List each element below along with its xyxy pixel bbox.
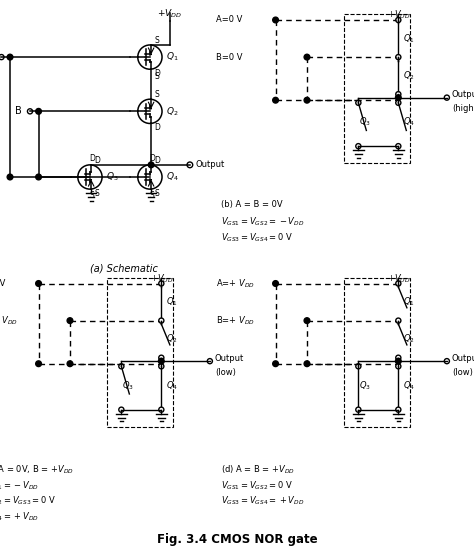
Text: Output: Output [452, 90, 474, 99]
Circle shape [273, 17, 278, 23]
Text: $V_{GS3} = V_{GS4} = 0$ V: $V_{GS3} = V_{GS4} = 0$ V [221, 231, 293, 244]
Text: S: S [154, 90, 159, 99]
Text: $Q_2$: $Q_2$ [166, 333, 178, 345]
Text: D: D [154, 156, 160, 165]
Text: A=0 V: A=0 V [0, 279, 5, 288]
Circle shape [158, 358, 164, 364]
Text: (low): (low) [452, 367, 473, 377]
Text: (d) A = B = $+V_{DD}$: (d) A = B = $+V_{DD}$ [221, 463, 295, 476]
Circle shape [36, 109, 41, 114]
Text: B=0 V: B=0 V [216, 53, 242, 61]
Bar [344, 14, 410, 163]
Text: $+V_{DD}$: $+V_{DD}$ [150, 272, 173, 284]
Circle shape [304, 97, 310, 103]
Text: A=0 V: A=0 V [216, 15, 242, 25]
Circle shape [395, 95, 401, 100]
Text: Output: Output [452, 354, 474, 363]
Text: $Q_4$: $Q_4$ [403, 379, 416, 391]
Text: A=+ $V_{DD}$: A=+ $V_{DD}$ [216, 277, 255, 290]
Circle shape [304, 318, 310, 323]
Text: (c) A = 0V, B = $+V_{DD}$: (c) A = 0V, B = $+V_{DD}$ [0, 463, 74, 476]
Text: (a) Schematic: (a) Schematic [90, 263, 158, 273]
Text: $+V_{DD}$: $+V_{DD}$ [387, 9, 410, 21]
Text: $V_{GS2} = V_{GS3} = 0$ V: $V_{GS2} = V_{GS3} = 0$ V [0, 495, 56, 507]
Bar [344, 278, 410, 427]
Text: Output: Output [215, 354, 244, 363]
Text: $Q_4$: $Q_4$ [166, 379, 179, 391]
Circle shape [148, 162, 154, 168]
Text: B=+ $V_{DD}$: B=+ $V_{DD}$ [0, 315, 18, 327]
Text: S: S [154, 189, 159, 198]
Circle shape [7, 54, 13, 60]
Text: (low): (low) [215, 367, 236, 377]
Text: $V_{GS1} = V_{GS2} = -V_{DD}$: $V_{GS1} = V_{GS2} = -V_{DD}$ [221, 216, 305, 228]
Text: $Q_3$: $Q_3$ [122, 379, 134, 391]
Text: $Q_1$: $Q_1$ [166, 51, 178, 63]
Text: $Q_1$: $Q_1$ [403, 296, 415, 309]
Text: $+V_{DD}$: $+V_{DD}$ [387, 272, 410, 284]
Text: $+V_{DD}$: $+V_{DD}$ [157, 7, 182, 20]
Circle shape [273, 281, 278, 287]
Text: $Q_1$: $Q_1$ [403, 32, 415, 45]
Text: $Q_2$: $Q_2$ [403, 69, 415, 82]
Text: S: S [155, 72, 159, 81]
Text: $V_{GS4} = +V_{DD}$: $V_{GS4} = +V_{DD}$ [0, 511, 39, 523]
Text: S: S [94, 189, 99, 198]
Text: D: D [149, 154, 155, 164]
Text: $Q_1$: $Q_1$ [166, 296, 178, 309]
Text: S: S [90, 191, 94, 199]
Circle shape [7, 174, 13, 180]
Circle shape [273, 97, 278, 103]
Text: D: D [89, 154, 95, 164]
Text: S: S [154, 36, 159, 45]
Text: $V_{GS1} = V_{GS2} = 0$ V: $V_{GS1} = V_{GS2} = 0$ V [221, 479, 293, 491]
Circle shape [36, 174, 41, 180]
Text: $Q_3$: $Q_3$ [359, 379, 371, 391]
Text: Output: Output [195, 160, 224, 169]
Circle shape [36, 281, 41, 287]
Text: S: S [149, 191, 154, 199]
Text: $Q_3$: $Q_3$ [106, 171, 118, 183]
Text: (high): (high) [452, 104, 474, 113]
Circle shape [304, 54, 310, 60]
Text: $Q_3$: $Q_3$ [359, 116, 371, 128]
Text: (b) A = B = 0V: (b) A = B = 0V [221, 200, 283, 209]
Text: $Q_2$: $Q_2$ [403, 333, 415, 345]
Circle shape [36, 361, 41, 367]
Text: Fig. 3.4 CMOS NOR gate: Fig. 3.4 CMOS NOR gate [157, 533, 317, 546]
Circle shape [67, 318, 73, 323]
Circle shape [67, 361, 73, 367]
Text: B=+ $V_{DD}$: B=+ $V_{DD}$ [216, 315, 255, 327]
Text: $Q_4$: $Q_4$ [403, 116, 416, 128]
Text: $V_{GS3} = V_{GS4} = +V_{DD}$: $V_{GS3} = V_{GS4} = +V_{DD}$ [221, 495, 305, 507]
Circle shape [395, 358, 401, 364]
Text: $V_{GS1} = -V_{DD}$: $V_{GS1} = -V_{DD}$ [0, 479, 39, 491]
Circle shape [273, 361, 278, 367]
Text: D: D [154, 69, 160, 78]
Text: D: D [94, 156, 100, 165]
Text: $Q_2$: $Q_2$ [166, 105, 178, 117]
Bar [107, 278, 173, 427]
Text: B: B [15, 107, 22, 116]
Text: $Q_4$: $Q_4$ [166, 171, 178, 183]
Circle shape [304, 361, 310, 367]
Text: D: D [154, 124, 160, 132]
